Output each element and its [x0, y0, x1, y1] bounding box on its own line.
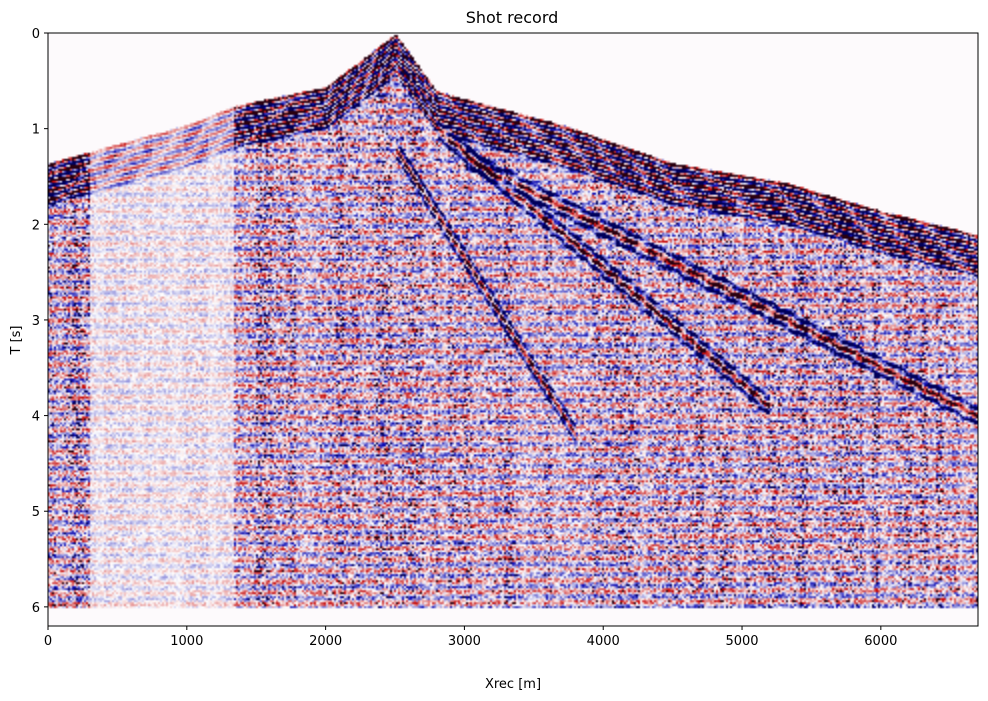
y-tick-label: 0	[32, 27, 40, 42]
plot-frame	[47, 32, 979, 627]
y-tick-label: 4	[32, 410, 40, 425]
y-tick-label: 1	[32, 123, 40, 138]
x-tick-label: 6000	[864, 634, 897, 649]
x-tick-label: 2000	[309, 634, 342, 649]
plot-area	[47, 32, 979, 627]
x-tick-label: 0	[44, 634, 52, 649]
x-axis: 0 1000 2000 3000 4000 5000 6000	[44, 626, 897, 649]
y-tick-label: 2	[32, 218, 40, 233]
x-tick-label: 5000	[725, 634, 758, 649]
y-tick-label: 3	[32, 314, 40, 329]
y-tick-label: 5	[32, 505, 40, 520]
x-tick-label: 4000	[587, 634, 620, 649]
x-tick-label: 1000	[170, 634, 203, 649]
x-axis-label: Xrec [m]	[485, 677, 541, 692]
x-tick-label: 3000	[448, 634, 481, 649]
y-tick-label: 6	[32, 601, 40, 616]
seismic-image	[48, 33, 978, 626]
y-axis-label: T [s]	[9, 326, 24, 356]
chart-title: Shot record	[466, 8, 559, 27]
y-axis: 0 1 2 3 4 5 6	[32, 27, 48, 616]
